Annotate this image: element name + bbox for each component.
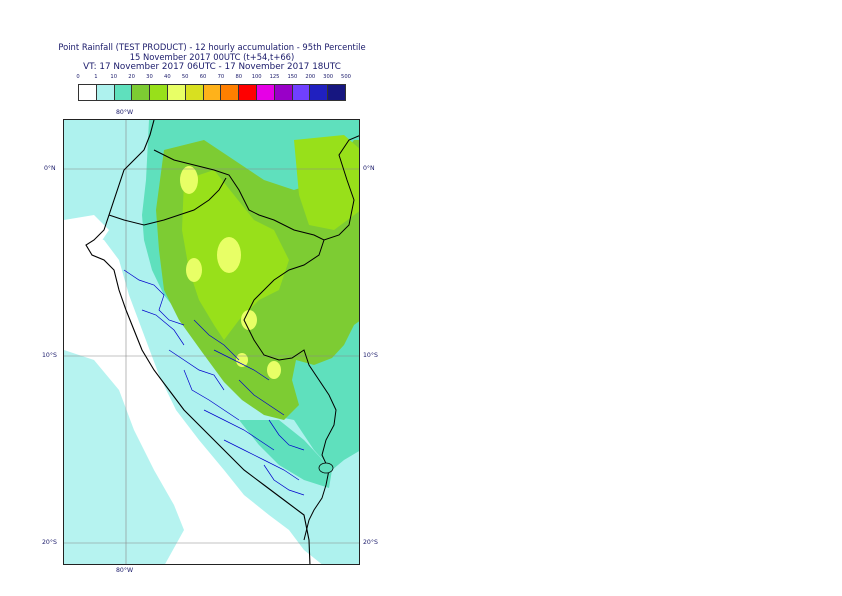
colorbar-tick-label: 200 bbox=[305, 74, 316, 80]
map-title: Point Rainfall (TEST PRODUCT) - 12 hourl… bbox=[58, 42, 366, 52]
colorbar-tick-label: 60 bbox=[199, 74, 207, 80]
colorbar-swatch bbox=[114, 85, 133, 100]
country-boundary-ecuador-peru bbox=[108, 177, 227, 226]
colorbar-tick-label: 1 bbox=[94, 74, 98, 80]
admin-boundaries bbox=[123, 269, 305, 496]
colorbar-swatch bbox=[167, 85, 186, 100]
map-subtitle-run: 15 November 2017 00UTC (t+54,t+66) bbox=[129, 52, 295, 62]
colorbar-swatch bbox=[239, 85, 257, 100]
rain-field-40mm-patch-3 bbox=[186, 258, 202, 282]
lat-label-left-10s: 10°S bbox=[42, 352, 57, 359]
colorbar-tick-label: 70 bbox=[217, 74, 225, 80]
rainfall-map[interactable] bbox=[63, 119, 360, 565]
colorbar bbox=[78, 84, 346, 101]
lat-label-right-10s: 10°S bbox=[363, 352, 378, 359]
country-boundary-north bbox=[153, 135, 359, 241]
country-boundary-peru-bolivia bbox=[303, 469, 330, 541]
lat-label-left-0: 0°N bbox=[44, 165, 56, 172]
colorbar-swatch bbox=[96, 85, 115, 100]
rain-field-40mm-patch-4 bbox=[241, 310, 257, 330]
rain-field-40mm-patch-6 bbox=[236, 353, 248, 367]
map-subtitle-validity: VT: 17 November 2017 06UTC - 17 November… bbox=[83, 62, 341, 72]
colorbar-tick-label: 30 bbox=[146, 74, 153, 80]
colorbar-tick-label: 0 bbox=[76, 74, 80, 80]
colorbar-tick-label: 100 bbox=[251, 74, 262, 80]
colorbar-tick-label: 150 bbox=[287, 74, 298, 80]
colorbar-tick-label: 500 bbox=[341, 74, 351, 80]
rain-field-40mm-patch-2 bbox=[217, 237, 241, 273]
colorbar-swatch bbox=[150, 85, 168, 100]
colorbar-tick-label: 40 bbox=[164, 74, 171, 80]
colorbar-swatch bbox=[132, 85, 151, 100]
rain-field-40mm-patch-5 bbox=[267, 361, 281, 379]
lon-label-top: 80°W bbox=[116, 109, 134, 116]
colorbar-tick-labels: 0 1 10 20 30 40 50 60 70 80 100 125 150 200 300 500 bbox=[76, 74, 351, 83]
rain-field-10mm-south bbox=[239, 420, 332, 488]
lat-label-right-20s: 20°S bbox=[363, 539, 378, 546]
coastline bbox=[85, 120, 311, 564]
colorbar-tick-label: 125 bbox=[269, 74, 280, 80]
colorbar-swatch bbox=[185, 85, 204, 100]
colorbar-tick-label: 10 bbox=[110, 74, 118, 80]
rain-field-40mm-patch-1 bbox=[180, 166, 198, 194]
country-boundary-peru-brazil bbox=[243, 239, 337, 471]
lake-titicaca bbox=[318, 462, 334, 474]
colorbar-tick-label: 300 bbox=[323, 74, 334, 80]
lat-label-right-0: 0°N bbox=[363, 165, 375, 172]
lon-label-bottom: 80°W bbox=[116, 567, 134, 574]
colorbar-swatch bbox=[256, 85, 275, 100]
map-canvas bbox=[64, 120, 359, 564]
colorbar-swatch bbox=[310, 85, 329, 100]
colorbar-swatch bbox=[274, 85, 293, 100]
lat-label-left-20s: 20°S bbox=[42, 539, 57, 546]
colorbar-tick-label: 50 bbox=[181, 74, 189, 80]
title-block: Point Rainfall (TEST PRODUCT) - 12 hourl… bbox=[0, 42, 424, 72]
colorbar-swatch bbox=[79, 85, 97, 100]
colorbar-swatch bbox=[292, 85, 311, 100]
rain-field-1mm-coastal bbox=[64, 350, 184, 564]
colorbar-swatch bbox=[203, 85, 222, 100]
colorbar-swatch bbox=[221, 85, 240, 100]
colorbar-swatch bbox=[328, 85, 345, 100]
colorbar-tick-label: 80 bbox=[235, 74, 243, 80]
ocean-clear-area bbox=[64, 215, 109, 260]
rain-field-30mm-east bbox=[294, 135, 359, 230]
colorbar-tick-label: 20 bbox=[128, 74, 135, 80]
ocean-clear-patch bbox=[64, 280, 89, 335]
